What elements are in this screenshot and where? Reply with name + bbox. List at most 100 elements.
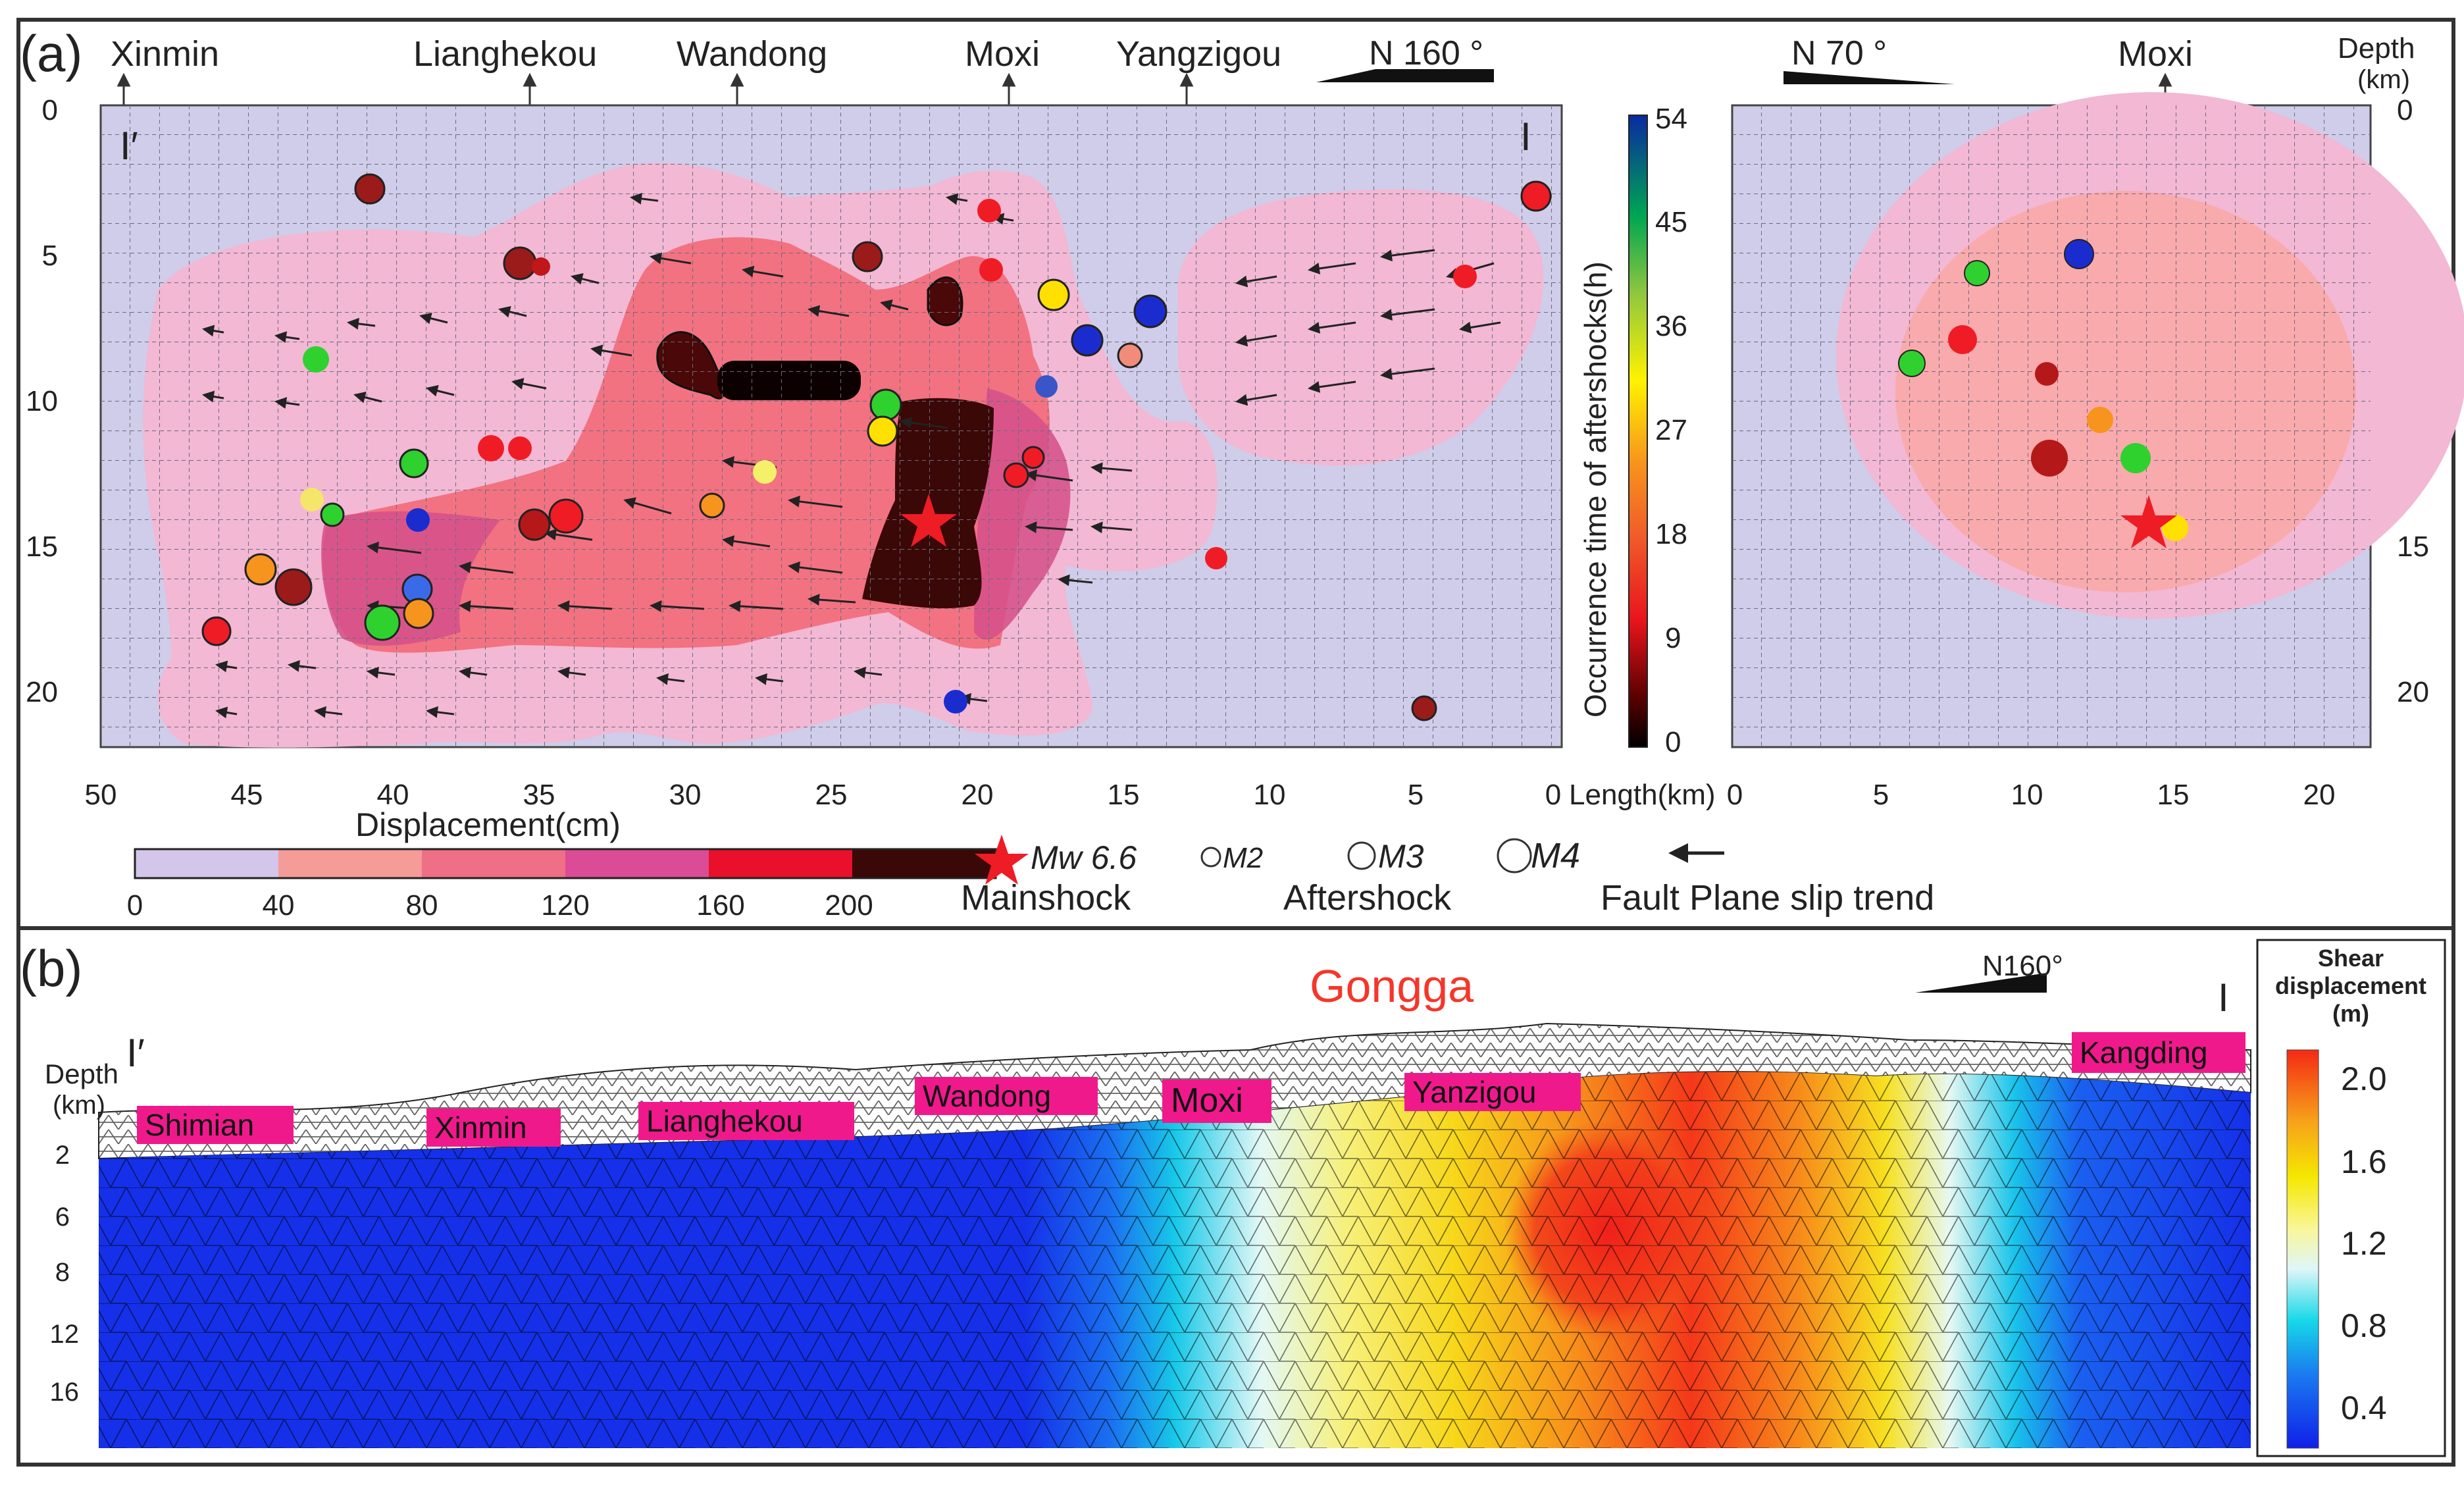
town-tag-box xyxy=(1404,1073,1581,1111)
legend-m2: M2 xyxy=(1223,842,1263,874)
displacement-tick: 160 xyxy=(696,889,744,922)
aftershock xyxy=(1411,695,1437,721)
displacement-tick: 80 xyxy=(406,889,438,922)
section-label-left: I′ xyxy=(120,124,138,168)
aftershock xyxy=(503,246,537,280)
town-tag: Moxi xyxy=(1171,1081,1243,1120)
aftershock xyxy=(1205,547,1227,569)
aftershock xyxy=(508,436,532,460)
x-axis-main: 50 45 40 35 30 25 20 15 10 5 0 xyxy=(85,779,1562,811)
y-tick: 15 xyxy=(2397,531,2429,563)
town-tag: Wandong xyxy=(923,1079,1051,1113)
azimuth-label-right: N 70 ° xyxy=(1791,34,1887,72)
depth-tick: 2 xyxy=(55,1141,70,1170)
x-tick: 40 xyxy=(377,779,409,811)
y-tick: 15 xyxy=(26,531,58,563)
y-tick: 5 xyxy=(42,240,58,272)
aftershock xyxy=(303,346,329,373)
aftershock xyxy=(753,460,777,484)
depth-tick: 16 xyxy=(50,1378,80,1407)
legend-m3: M3 xyxy=(1378,838,1424,875)
mainshock-star xyxy=(900,494,957,547)
x-tick: 20 xyxy=(962,779,994,811)
azimuth-arrow-left: N 160 ° xyxy=(1316,34,1494,82)
displacement-tick: 120 xyxy=(541,889,589,922)
aftershock xyxy=(244,553,277,586)
aftershock xyxy=(478,435,504,461)
time-tick: 45 xyxy=(1655,206,1687,238)
x-tick: 30 xyxy=(669,779,702,811)
town-tag-box xyxy=(2072,1032,2246,1073)
shear-title-1: Shear xyxy=(2318,945,2384,972)
azimuth-label-left: N 160 ° xyxy=(1369,34,1483,72)
aftershock xyxy=(1964,260,1990,286)
legend: Mw 6.6 Mainshock M2 M3 M4 Aftershock Fau… xyxy=(961,835,1934,918)
x-tick: 25 xyxy=(815,779,848,811)
aftershock xyxy=(2120,443,2151,473)
legend-mainshock-label: Mainshock xyxy=(961,878,1131,918)
aftershocks xyxy=(201,173,1552,721)
depth-unit: (km) xyxy=(53,1091,105,1120)
x-tick: 10 xyxy=(2011,779,2043,811)
town-tag-box xyxy=(426,1108,561,1147)
aftershock xyxy=(354,173,386,205)
town-tag-box xyxy=(638,1102,854,1140)
shear-tick: 1.2 xyxy=(2341,1225,2387,1262)
x-tick: 5 xyxy=(1408,779,1424,811)
legend-m4: M4 xyxy=(1531,836,1580,875)
length-label: Length(km) xyxy=(1569,779,1716,811)
time-tick: 54 xyxy=(1655,103,1687,135)
displacement-title: Displacement(cm) xyxy=(355,806,621,843)
shear-colorbar: Shear displacement (m) 2.0 1.6 1.2 0.8 0… xyxy=(2256,939,2446,1457)
left-depth-axis: 0 5 10 15 20 xyxy=(26,94,58,708)
x-tick: 5 xyxy=(1873,779,1889,811)
depth-title: Depth xyxy=(45,1058,118,1089)
displacement-colorbar: Displacement(cm) 0 40 80 120 160 200 xyxy=(127,806,997,922)
depth-title: Depth xyxy=(2338,32,2415,65)
time-colorbar: Occurrence time of aftershocks(h) 54 45 … xyxy=(1578,103,1687,758)
aftershock xyxy=(2035,362,2059,386)
town-tag: Xinmin xyxy=(434,1110,527,1145)
legend-m2-circle xyxy=(1200,847,1221,868)
x-tick: 45 xyxy=(231,779,263,811)
depth-tick: 12 xyxy=(50,1320,80,1349)
displacement-tick: 40 xyxy=(263,889,295,922)
time-tick: 18 xyxy=(1655,518,1687,550)
aftershock xyxy=(532,257,550,276)
azimuth-arrow-right: N 70 ° xyxy=(1784,34,1955,84)
shear-title-2: displacement xyxy=(2275,972,2426,999)
x-tick: 50 xyxy=(85,779,117,811)
town-tags: Shimian Xinmin Lianghekou Wandong Moxi Y… xyxy=(137,1032,2246,1147)
panel-b-title: Gongga xyxy=(1310,960,1474,1012)
y-tick: 0 xyxy=(2397,94,2413,126)
town-wandong: Wandong xyxy=(677,34,827,74)
aftershock xyxy=(977,199,1001,222)
x-tick: 0 xyxy=(1545,779,1561,811)
aftershock xyxy=(867,415,898,447)
town-pointer-arrows xyxy=(116,72,2172,105)
time-tick: 0 xyxy=(1665,726,1681,758)
aftershock xyxy=(1117,342,1143,369)
aftershock xyxy=(2087,407,2113,433)
fault-mesh-lines xyxy=(99,1072,2251,1448)
aftershock xyxy=(403,598,434,629)
aftershock xyxy=(979,258,1003,282)
town-moxi-right: Moxi xyxy=(2118,34,2193,74)
aftershock xyxy=(274,568,313,606)
time-tick: 27 xyxy=(1655,414,1687,446)
aftershock xyxy=(1003,462,1029,488)
slip-plot-right xyxy=(1731,92,2464,748)
aftershock xyxy=(699,492,725,519)
x-tick: 15 xyxy=(2157,779,2190,811)
time-tick: 36 xyxy=(1655,310,1687,342)
town-tag: Lianghekou xyxy=(646,1104,803,1138)
aftershock xyxy=(852,241,883,273)
depth-tick: 6 xyxy=(55,1203,70,1232)
aftershock xyxy=(300,488,324,511)
aftershock xyxy=(518,508,551,541)
aftershocks-right xyxy=(1898,239,2188,541)
panel-a-label: (a) xyxy=(20,24,82,82)
aftershock xyxy=(2031,440,2068,477)
legend-m4-circle xyxy=(1497,838,1532,873)
